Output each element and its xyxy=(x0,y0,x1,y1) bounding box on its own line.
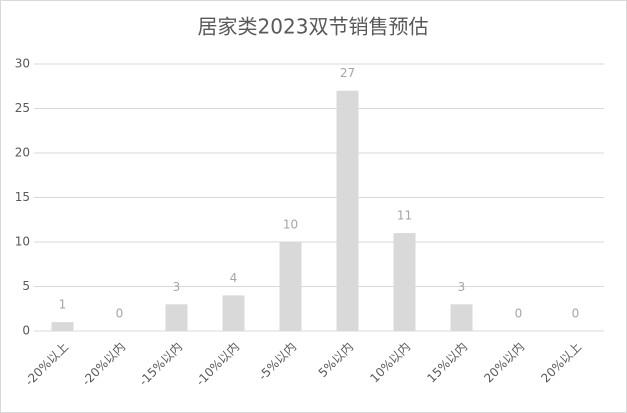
value-label: 1 xyxy=(59,298,67,312)
y-tick-label: 10 xyxy=(15,235,30,249)
value-label: 3 xyxy=(173,280,181,294)
bar xyxy=(222,295,245,331)
bar xyxy=(51,322,74,331)
value-label: 4 xyxy=(230,271,238,285)
value-label: 0 xyxy=(116,307,124,321)
bar xyxy=(165,304,188,331)
bar xyxy=(279,242,302,331)
bar xyxy=(393,233,416,331)
bar xyxy=(450,304,473,331)
y-tick-label: 30 xyxy=(15,57,30,71)
value-label: 0 xyxy=(515,307,523,321)
y-tick-label: 25 xyxy=(15,101,30,115)
y-tick-label: 0 xyxy=(22,324,30,338)
value-label: 0 xyxy=(572,307,580,321)
y-tick-label: 5 xyxy=(22,279,30,293)
bar xyxy=(336,90,359,331)
y-tick-label: 15 xyxy=(15,190,30,204)
value-label: 3 xyxy=(458,280,466,294)
chart-title: 居家类2023双节销售预估 xyxy=(198,15,429,39)
value-label: 27 xyxy=(340,66,355,80)
value-label: 10 xyxy=(283,218,298,232)
y-tick-label: 20 xyxy=(15,146,30,160)
value-label: 11 xyxy=(397,209,412,223)
